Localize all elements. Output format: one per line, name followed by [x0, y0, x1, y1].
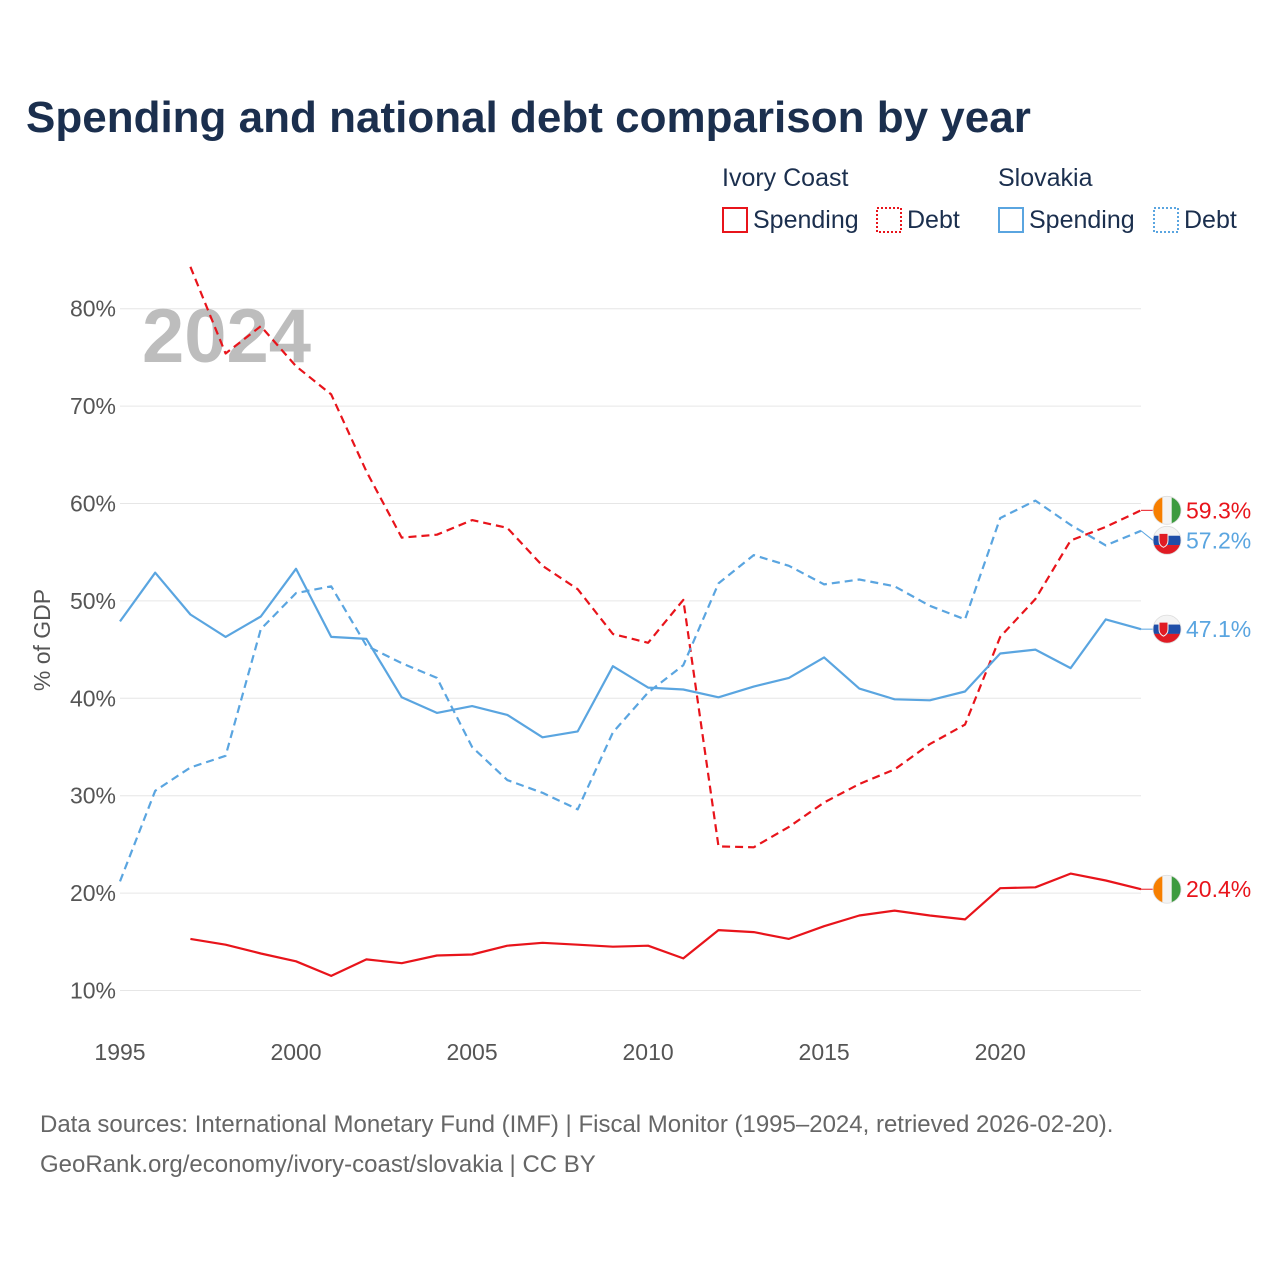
x-tick-label-2000: 2000 [270, 1039, 321, 1065]
gridlines [120, 308, 1141, 992]
y-tick-label-50: 50% [70, 588, 116, 614]
legend-label-slovakia-spending[interactable]: Spending [1029, 206, 1135, 234]
legend-swatch-ivory-coast-spending[interactable] [722, 207, 748, 233]
y-tick-label-30: 30% [70, 783, 116, 809]
footer-credit: GeoRank.org/economy/ivory-coast/slovakia… [40, 1151, 596, 1178]
line-slovakia-spending[interactable] [119, 567, 1142, 739]
chart-title: Spending and national debt comparison by… [26, 93, 1031, 142]
legend-swatch-ivory-coast-debt[interactable] [876, 207, 902, 233]
y-axis-ticks: 10% 20% 30% 40% 50% 60% 70% 80% [70, 296, 116, 1004]
y-tick-label-20: 20% [70, 880, 116, 906]
y-tick-label-40: 40% [70, 685, 116, 711]
x-axis-ticks: 1995 2000 2005 2010 2015 2020 [94, 1039, 1025, 1065]
y-axis-label: % of GDP [29, 589, 55, 691]
footer-sources: Data sources: International Monetary Fun… [40, 1111, 1113, 1138]
y-tick-label-10: 10% [70, 978, 116, 1004]
y-tick-label-60: 60% [70, 491, 116, 517]
legend-label-slovakia-debt[interactable]: Debt [1184, 206, 1237, 234]
legend-country-slovakia: Slovakia [998, 164, 1093, 192]
flag-slovakia-debt [1152, 525, 1182, 555]
year-watermark: 2024 [142, 294, 311, 379]
end-label-slovakia-debt: 57.2% [1186, 527, 1251, 553]
end-label-slovakia-spending: 47.1% [1186, 616, 1251, 642]
legend-label-ivory-coast-debt[interactable]: Debt [907, 206, 960, 234]
x-tick-label-1995: 1995 [94, 1039, 145, 1065]
x-tick-label-2005: 2005 [446, 1039, 497, 1065]
line-ivory-coast-debt[interactable] [189, 266, 1142, 849]
y-tick-label-70: 70% [70, 393, 116, 419]
legend-country-ivory-coast: Ivory Coast [722, 164, 848, 192]
x-tick-label-2015: 2015 [799, 1039, 850, 1065]
line-slovakia-debt[interactable] [118, 499, 1142, 882]
y-tick-label-80: 80% [70, 296, 116, 322]
end-markers: 59.3% 57.2% 47.1% 20.4% [1140, 495, 1251, 904]
legend-label-ivory-coast-spending[interactable]: Spending [753, 206, 859, 234]
x-tick-label-2010: 2010 [623, 1039, 674, 1065]
flag-ivory-coast-spending [1152, 874, 1182, 904]
legend-swatch-slovakia-debt[interactable] [1153, 207, 1179, 233]
flag-slovakia-spending [1152, 614, 1182, 644]
legend: Ivory Coast Slovakia Spending Debt Spend… [722, 164, 1237, 234]
connector-slovakia-debt [1140, 530, 1154, 541]
x-tick-label-2020: 2020 [975, 1039, 1026, 1065]
line-ivory-coast-spending[interactable] [190, 872, 1142, 978]
legend-swatch-slovakia-spending[interactable] [998, 207, 1024, 233]
end-label-ivory-coast-spending: 20.4% [1186, 876, 1251, 902]
series-lines [118, 266, 1142, 978]
end-label-ivory-coast-debt: 59.3% [1186, 497, 1251, 523]
flag-ivory-coast-debt [1152, 495, 1182, 525]
